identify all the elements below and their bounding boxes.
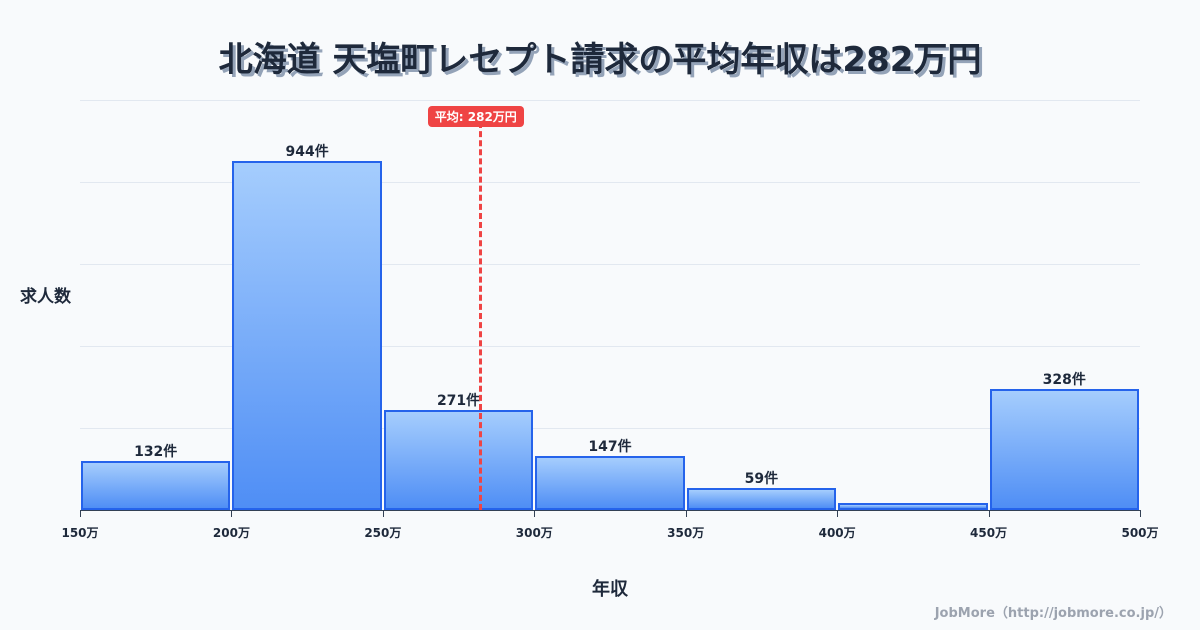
gridline [80,428,1140,429]
bar-value-label: 328件 [1042,371,1086,388]
x-tick-label: 400万 [818,526,856,540]
gridline [80,264,1140,265]
x-tick [382,510,384,517]
gridline [80,182,1140,183]
x-tick [685,510,687,517]
x-tick [534,510,536,517]
histogram-bar [81,461,231,510]
bar-value-label: 944件 [285,144,329,161]
y-axis-label: 求人数 [20,287,71,307]
bar-value-label: 59件 [744,471,779,488]
mean-line [478,122,482,510]
x-tick [837,510,839,517]
x-tick-label: 350万 [667,526,705,540]
x-tick-label: 150万 [61,526,99,540]
histogram-bar [989,388,1139,510]
gridline [80,346,1140,347]
x-axis-line [80,510,1140,511]
x-tick [988,510,990,517]
bar-value-label: 271件 [436,392,481,409]
x-axis-label: 年収 [592,579,628,600]
histogram-bar [383,409,534,510]
x-tick [1140,510,1141,517]
histogram-bar [232,161,382,510]
footer-credit: JobMore（http://jobmore.co.jp/） [934,606,1172,621]
mean-badge: 平均: 282万円 [427,106,524,127]
x-tick-label: 300万 [515,526,553,540]
bar-value-label: 147件 [588,438,632,455]
gridline [80,100,1140,101]
x-tick-label: 450万 [970,526,1008,540]
x-tick-label: 200万 [212,526,250,540]
x-tick [80,510,81,517]
histogram-bar [838,502,988,510]
x-tick [231,510,233,517]
histogram-bar [686,488,837,510]
x-tick-label: 250万 [364,526,402,540]
bar-value-label: 132件 [134,444,178,461]
chart-title: 北海道 天塩町レセプト請求の平均年収は282万円 [218,40,982,80]
plot-area: 132件 944件 271件 147件 59件 328件 [80,100,1140,510]
x-tick-label: 500万 [1121,526,1159,540]
histogram-bar [535,455,685,510]
